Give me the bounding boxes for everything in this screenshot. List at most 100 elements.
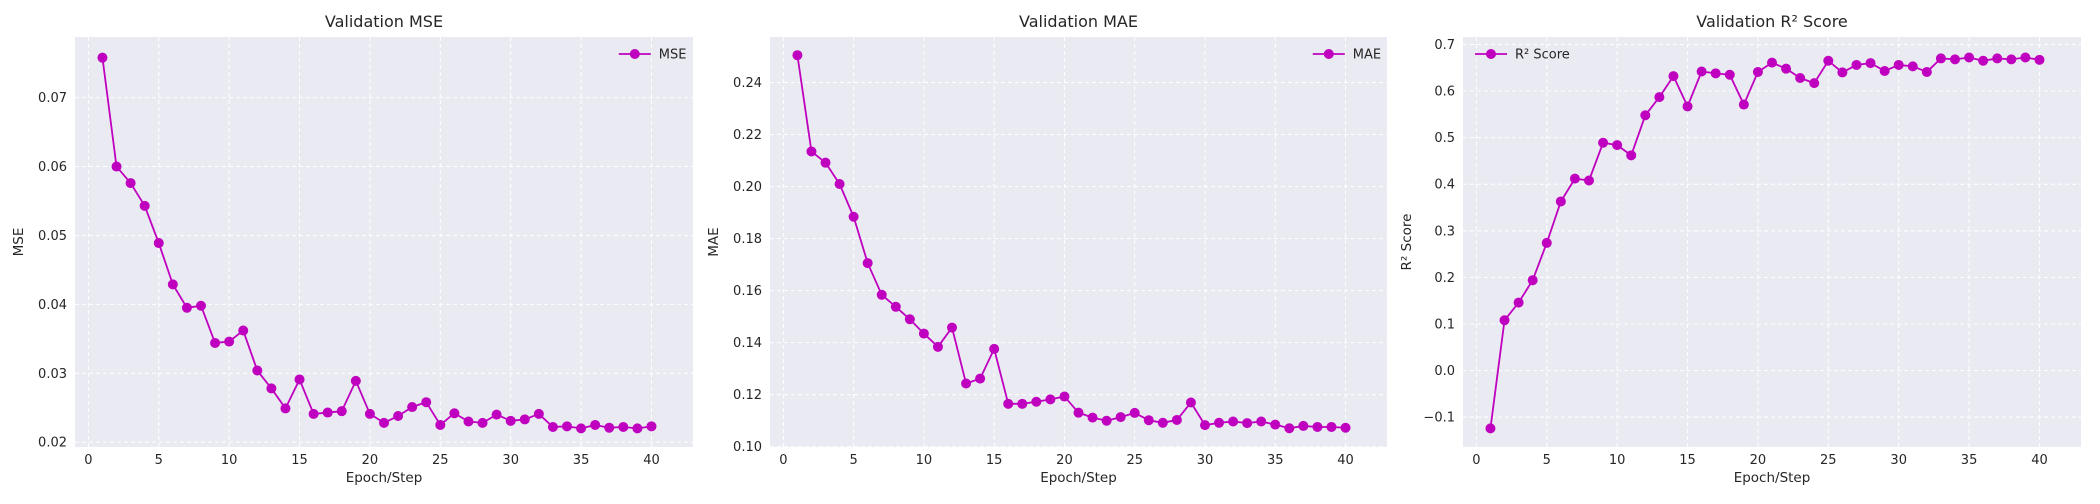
data-point [266, 383, 277, 394]
data-point [1612, 140, 1623, 151]
data-point [435, 419, 446, 430]
data-point [932, 341, 943, 352]
data-point [1045, 394, 1056, 405]
data-point [604, 422, 615, 433]
x-tick-label: 0 [1472, 453, 1480, 468]
series-line [101, 57, 652, 430]
data-point [364, 408, 375, 419]
x-tick-label: 40 [643, 453, 660, 468]
data-point [1312, 421, 1323, 432]
legend-marker [1323, 49, 1334, 59]
data-point [1284, 423, 1295, 434]
x-tick-label: 10 [916, 453, 933, 468]
x-tick-label: 20 [1056, 453, 1073, 468]
y-tick-label: 0.07 [38, 91, 67, 106]
data-point [890, 301, 901, 312]
data-point [1893, 59, 1904, 70]
data-point [477, 417, 488, 428]
y-tick-label: −0.1 [1423, 411, 1455, 426]
data-point [1214, 417, 1225, 428]
chart-panel-2: 0 5 10 15 20 25 30 35 40 0.10 0.12 0.14 0.16 0.18 0.20… [706, 12, 1387, 486]
data-point [1513, 297, 1524, 308]
data-point [1228, 416, 1239, 427]
data-point [618, 422, 629, 433]
data-point [1185, 397, 1196, 408]
legend: MSE [618, 48, 687, 63]
data-point [125, 178, 136, 189]
legend-marker [629, 49, 640, 59]
data-point [1724, 69, 1735, 80]
data-point [533, 408, 544, 419]
data-point [562, 421, 573, 432]
data-point [1087, 412, 1098, 423]
data-point [547, 422, 558, 433]
data-point [1143, 415, 1154, 426]
data-point [1851, 59, 1862, 70]
chart-title: Validation MAE [1019, 12, 1138, 31]
data-point [519, 414, 530, 425]
data-point [1921, 66, 1932, 77]
data-point [336, 406, 347, 417]
data-point [2006, 54, 2017, 65]
data-point [1298, 420, 1309, 431]
x-tick-label: 35 [1267, 453, 1284, 468]
legend: MAE [1312, 48, 1381, 63]
data-point [1256, 416, 1267, 427]
data-point [1326, 421, 1337, 432]
data-point [876, 289, 887, 300]
y-tick-label: 0.5 [1434, 131, 1455, 146]
data-point [646, 421, 657, 432]
data-point [1017, 398, 1028, 409]
y-tick-label: 0.2 [1434, 271, 1455, 286]
x-tick-label: 15 [1679, 453, 1696, 468]
x-tick-label: 20 [1750, 453, 1767, 468]
data-point [862, 258, 873, 269]
x-tick-label: 30 [502, 453, 519, 468]
data-point [1073, 407, 1084, 418]
data-point [792, 50, 803, 61]
data-point [1485, 423, 1496, 434]
data-point [421, 397, 432, 408]
data-point [1682, 101, 1693, 112]
data-point [111, 161, 122, 172]
data-point [1541, 237, 1552, 248]
data-point [181, 302, 192, 313]
y-tick-label: 0.14 [733, 336, 762, 351]
y-tick-label: 0.05 [38, 229, 67, 244]
y-tick-label: 0.02 [38, 436, 67, 451]
x-tick-label: 40 [2031, 453, 2048, 468]
data-point [848, 211, 859, 222]
plot-area [770, 37, 1387, 447]
data-point [407, 402, 418, 413]
x-tick-label: 25 [1820, 453, 1837, 468]
data-point [1031, 396, 1042, 407]
x-tick-label: 15 [291, 453, 308, 468]
y-tick-label: 0.20 [733, 180, 762, 195]
y-tick-label: 0.0 [1434, 364, 1455, 379]
data-point [350, 375, 361, 386]
x-tick-label: 25 [432, 453, 449, 468]
data-point [238, 325, 249, 336]
y-tick-label: 0.7 [1434, 38, 1455, 53]
x-tick-label: 20 [362, 453, 379, 468]
x-tick-label: 5 [155, 453, 163, 468]
data-point [1992, 53, 2003, 64]
data-point [834, 178, 845, 189]
data-point [632, 423, 643, 434]
data-point [1003, 398, 1014, 409]
data-point [97, 52, 108, 63]
x-axis-label: Epoch/Step [1734, 470, 1811, 486]
data-point [294, 374, 305, 385]
x-tick-label: 5 [849, 453, 857, 468]
data-point [961, 378, 972, 389]
x-axis-label: Epoch/Step [1040, 470, 1117, 486]
data-point [1752, 66, 1763, 77]
data-point [820, 157, 831, 168]
data-point [576, 423, 587, 434]
data-point [918, 328, 929, 339]
legend-label: MSE [659, 48, 687, 63]
data-point [449, 408, 460, 419]
data-point [1115, 412, 1126, 423]
legend-label: R² Score [1515, 48, 1570, 63]
data-point [167, 279, 178, 290]
